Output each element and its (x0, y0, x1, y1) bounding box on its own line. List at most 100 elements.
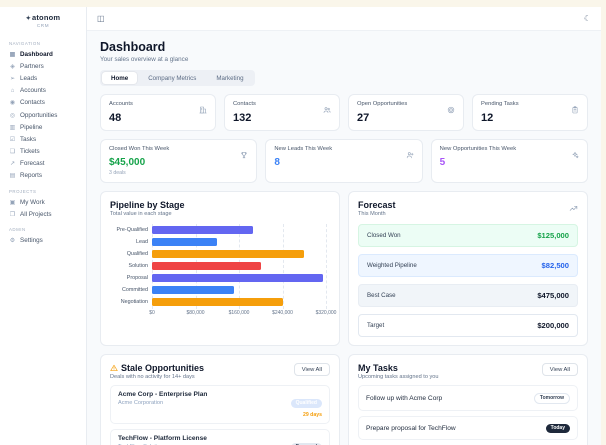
tab-marketing[interactable]: Marketing (207, 72, 252, 84)
chart-bar (152, 250, 305, 258)
stat-label: Contacts (233, 101, 256, 107)
forecast-row: Closed Won $125,000 (358, 224, 578, 247)
chart-row: Pre-Qualified (110, 224, 326, 236)
logo: ✦atonom CRM (0, 7, 86, 34)
forecast-row-value: $82,500 (541, 261, 569, 270)
page-subtitle: Your sales overview at a glance (100, 56, 189, 63)
pipeline-title: Pipeline by Stage (110, 200, 185, 210)
sidebar-item-tasks[interactable]: ☑ Tasks (0, 133, 86, 145)
sidebar-item-my-work[interactable]: ▣ My Work (0, 196, 86, 208)
sidebar-section: Admin ⚙ Settings (0, 227, 86, 246)
sidebar-item-all-projects[interactable]: ❐ All Projects (0, 208, 86, 220)
tasks-list: Follow up with Acme Corp Tomorrow Prepar… (358, 385, 578, 445)
forecast-row: Target $200,000 (358, 314, 578, 337)
sidebar-item-leads[interactable]: ➢ Leads (0, 72, 86, 84)
stat-label: Pending Tasks (481, 101, 519, 107)
sidebar-item-label: Leads (20, 74, 38, 82)
pipeline-panel: Pipeline by Stage Total value in each st… (100, 191, 340, 346)
dashboard-tabs: Home Company Metrics Marketing (100, 70, 255, 86)
contacts-icon: ◉ (9, 100, 16, 107)
sidebar-toggle-icon[interactable]: ◫ (97, 14, 105, 23)
pipeline-subtitle: Total value in each stage (110, 211, 172, 217)
sidebar-item-label: Accounts (20, 87, 46, 95)
chart-row: Proposal (110, 272, 326, 284)
pipeline-chart-axis: $0 $80,000 $160,000 $240,000 $320,000 (149, 310, 337, 316)
forecast-rows: Closed Won $125,000 Weighted Pipeline $8… (358, 224, 578, 337)
sidebar-item-label: Tasks (20, 135, 37, 143)
chart-bar (152, 262, 261, 270)
forecast-row-value: $475,000 (537, 291, 569, 300)
sidebar-section-label: Projects (9, 189, 37, 195)
forecast-row-label: Target (367, 322, 385, 329)
stale-title: Stale Opportunities (121, 363, 205, 373)
target-icon (447, 101, 455, 114)
due-badge: Tomorrow (533, 392, 570, 404)
sidebar-section-label: Admin (9, 227, 26, 233)
forecast-row-label: Weighted Pipeline (367, 262, 417, 269)
week-stat-label: New Opportunities This Week (439, 146, 517, 152)
week-stat-card: New Opportunities This Week 5 (430, 139, 588, 183)
stale-subtitle: Deals with no activity for 14+ days (110, 374, 195, 380)
sidebar-item-dashboard[interactable]: ▦ Dashboard (0, 48, 86, 60)
sidebar-item-label: Forecast (20, 160, 45, 168)
logo-subtitle: CRM (36, 23, 50, 28)
week-stat-card: Closed Won This Week $45,000 3 deals (100, 139, 258, 183)
topbar: ◫ ☾ (87, 7, 601, 31)
week-stat-label: Closed Won This Week (109, 146, 170, 152)
sidebar-section-label: Navigation (9, 41, 41, 46)
stat-card: Accounts 48 (100, 94, 216, 131)
sidebar-section: Navigation ▦ Dashboard ◈ Partners ➢ Lead… (0, 41, 86, 182)
sidebar-item-opportunities[interactable]: ◎ Opportunities (0, 109, 86, 121)
trophy-icon (240, 146, 248, 159)
chart-category-label: Committed (121, 287, 148, 293)
opportunity-name: Acme Corp - Enterprise Plan (118, 391, 208, 398)
tab-company-metrics[interactable]: Company Metrics (139, 72, 205, 84)
stale-view-all-button[interactable]: View All (293, 363, 330, 376)
opportunity-company: Acme Corporation (118, 400, 164, 406)
week-stat-note: 3 deals (109, 170, 126, 176)
chart-category-label: Qualified (126, 251, 148, 257)
my-tasks-panel: My Tasks Upcoming tasks assigned to you … (348, 354, 588, 445)
sidebar-item-label: Contacts (20, 99, 45, 107)
sidebar-item-label: Dashboard (20, 50, 53, 58)
sidebar-item-pipeline[interactable]: ▥ Pipeline (0, 121, 86, 133)
sidebar-item-settings[interactable]: ⚙ Settings (0, 234, 86, 246)
bottom-row: Stale Opportunities Deals with no activi… (100, 354, 588, 445)
chart-row: Qualified (110, 248, 326, 260)
app-window: ✦atonom CRM Navigation ▦ Dashboard ◈ Par… (0, 7, 601, 445)
warning-icon (110, 364, 118, 372)
stage-badge: Qualified (290, 398, 322, 408)
tasks-view-all-button[interactable]: View All (541, 363, 578, 376)
forecast-row-value: $125,000 (537, 231, 569, 240)
chart-bar (152, 286, 234, 294)
sidebar-item-tickets[interactable]: ❏ Tickets (0, 146, 86, 158)
theme-icon[interactable]: ☾ (583, 14, 591, 23)
stale-list: Acme Corp - Enterprise Plan Acme Corpora… (110, 385, 330, 445)
week-stat-label: New Leads This Week (274, 146, 333, 152)
sidebar-item-accounts[interactable]: ⌂ Accounts (0, 85, 86, 97)
leads-icon: ➢ (9, 75, 16, 82)
stats-row: Accounts 48 Contacts 132 Open Opportunit… (100, 94, 588, 131)
stat-value: 27 (357, 112, 370, 124)
settings-icon: ⚙ (9, 238, 16, 245)
chart-row: Committed (110, 284, 326, 296)
sidebar-item-forecast[interactable]: ↗ Forecast (0, 158, 86, 170)
stale-opportunity-item[interactable]: Acme Corp - Enterprise Plan Acme Corpora… (110, 385, 330, 424)
stale-opportunity-item[interactable]: TechFlow - Platform License TechFlow Sol… (110, 429, 330, 445)
tab-home[interactable]: Home (102, 72, 138, 84)
sidebar-item-reports[interactable]: ▤ Reports (0, 170, 86, 182)
stat-label: Accounts (109, 101, 133, 107)
task-item[interactable]: Follow up with Acme Corp Tomorrow (358, 385, 578, 411)
tasks-subtitle: Upcoming tasks assigned to you (358, 374, 439, 380)
task-item[interactable]: Prepare proposal for TechFlow Today (358, 416, 578, 440)
charts-row: Pipeline by Stage Total value in each st… (100, 191, 588, 346)
sidebar-item-partners[interactable]: ◈ Partners (0, 60, 86, 72)
building-icon (199, 101, 207, 114)
tasks-icon: ☑ (9, 136, 16, 143)
stat-value: 48 (109, 112, 122, 124)
tasks-title: My Tasks (358, 363, 398, 373)
sidebar-item-contacts[interactable]: ◉ Contacts (0, 97, 86, 109)
due-badge: Today (545, 423, 570, 433)
opportunity-name: TechFlow - Platform License (118, 435, 207, 442)
forecast-subtitle: This Month (358, 211, 386, 217)
